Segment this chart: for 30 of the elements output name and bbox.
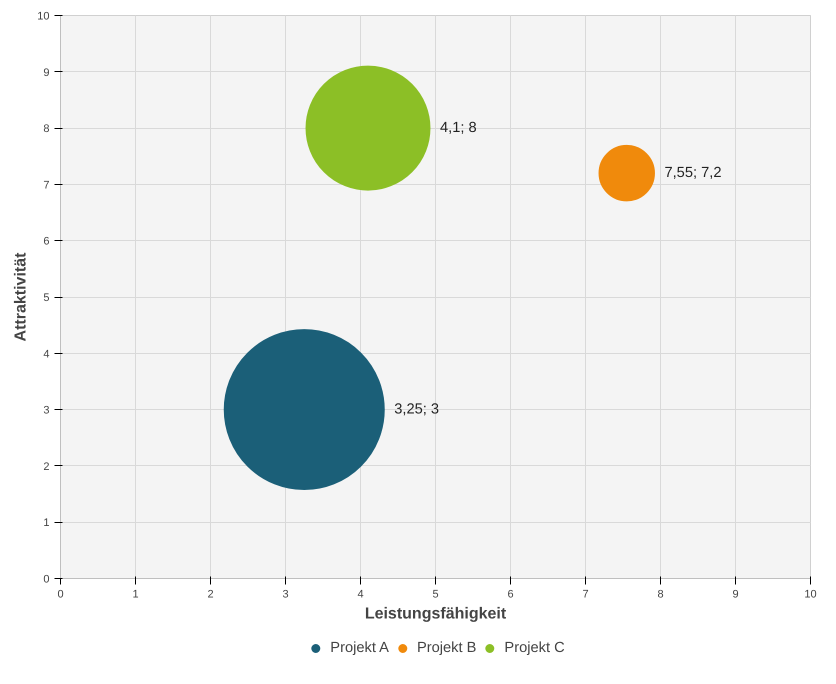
x-tick-label: 7	[582, 588, 589, 600]
x-tick-label: 6	[507, 588, 514, 600]
x-tick-label: 5	[432, 588, 439, 600]
x-tick-label: 2	[207, 588, 214, 600]
y-tick-label: 9	[43, 66, 50, 79]
y-tick-label: 1	[43, 517, 50, 530]
y-tick-label: 10	[37, 10, 50, 22]
y-tick-label: 5	[43, 292, 50, 304]
y-tick-label: 8	[43, 123, 50, 136]
x-tick-label: 1	[132, 588, 139, 600]
x-tick-label: 0	[57, 588, 64, 600]
data-label: 3,25; 3	[394, 402, 440, 418]
y-tick-label: 0	[43, 574, 50, 586]
data-label: 7,55; 7,2	[664, 165, 722, 182]
x-tick-label: 4	[357, 588, 364, 600]
x-tick-label: 10	[804, 588, 817, 600]
legend-label: Projekt C	[504, 640, 565, 656]
data-label: 4,1; 8	[440, 120, 477, 136]
x-tick-label: 8	[657, 588, 664, 600]
x-tick-label: 3	[282, 588, 289, 600]
y-tick-label: 4	[43, 348, 50, 360]
y-tick-label: 7	[43, 179, 50, 192]
y-tick-label: 3	[43, 404, 50, 417]
y-axis-title: Attraktivität	[12, 252, 30, 342]
y-tick-label: 2	[43, 460, 50, 473]
legend-label: Projekt B	[416, 640, 476, 656]
x-tick-label: 9	[732, 588, 739, 600]
x-axis-title: Leistungsfähigkeit	[364, 606, 507, 622]
y-tick-label: 6	[43, 236, 50, 248]
legend-label: Projekt A	[330, 640, 389, 656]
